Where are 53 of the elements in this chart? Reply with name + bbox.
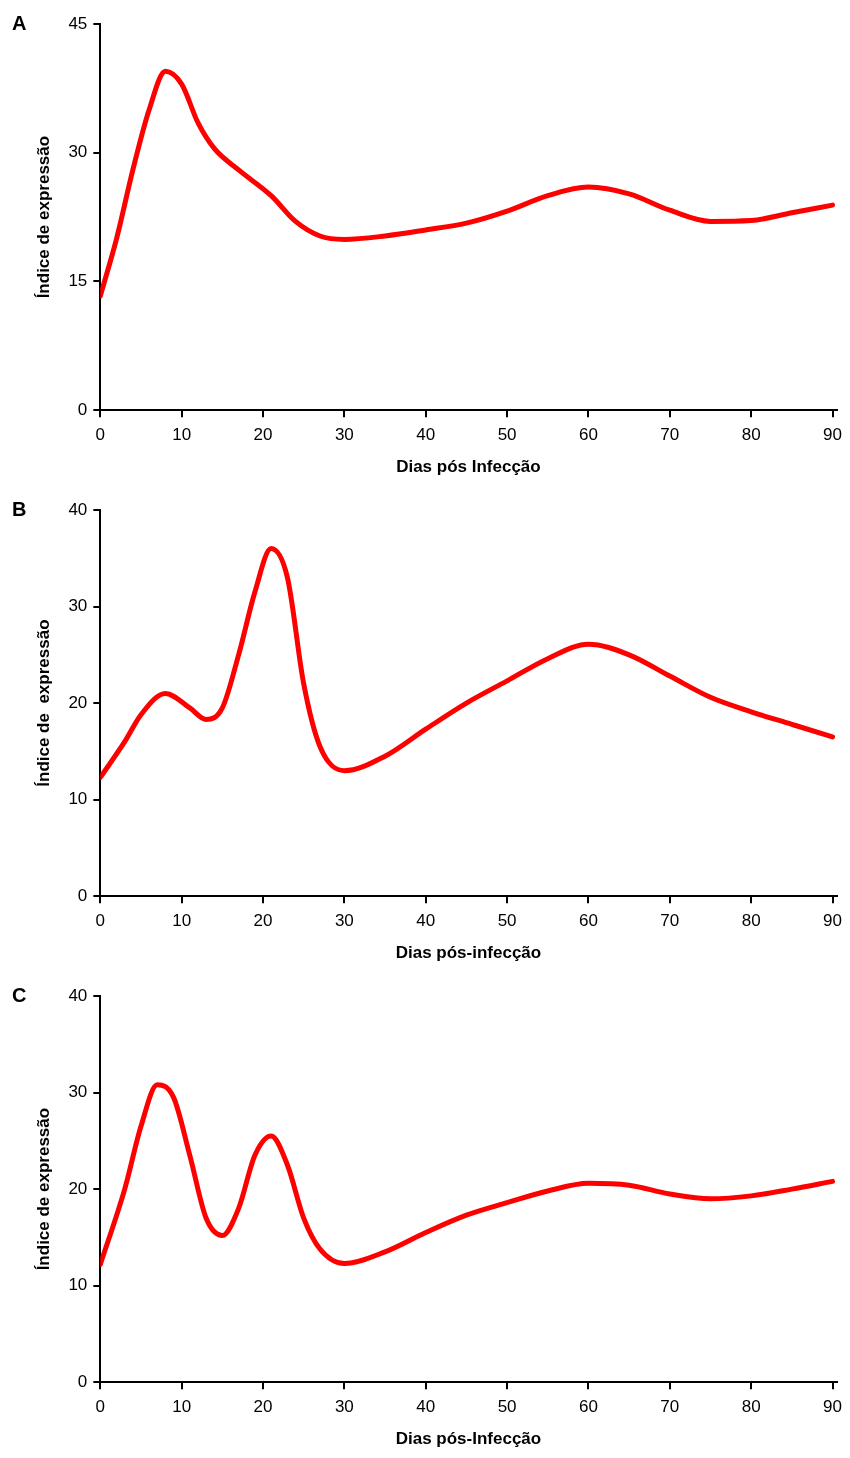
y-tick-label: 0 xyxy=(77,1371,88,1391)
x-tick-label: 40 xyxy=(416,911,436,931)
chart-title: A xyxy=(12,11,27,34)
y-tick-label: 10 xyxy=(68,789,88,809)
x-tick-label: 0 xyxy=(95,1397,106,1417)
x-tick-label: 20 xyxy=(253,425,273,445)
x-tick-label: 30 xyxy=(334,425,354,445)
x-tick-label: 0 xyxy=(95,425,106,445)
y-tick-label: 0 xyxy=(77,885,88,905)
x-tick-label: 50 xyxy=(497,425,517,445)
x-tick-label: 70 xyxy=(660,911,680,931)
y-tick-label: 0 xyxy=(77,399,88,419)
y-tick-label: 15 xyxy=(68,271,88,291)
x-tick-label: 20 xyxy=(253,911,273,931)
chart-title: C xyxy=(12,983,27,1006)
x-tick-label: 70 xyxy=(660,425,680,445)
x-tick-label: 30 xyxy=(334,1397,354,1417)
x-tick-label: 60 xyxy=(578,1397,598,1417)
x-tick-label: 50 xyxy=(497,1397,517,1417)
y-tick-label: 20 xyxy=(68,692,88,712)
x-tick-label: 80 xyxy=(741,911,761,931)
x-tick-label: 30 xyxy=(334,911,354,931)
y-tick-label: 30 xyxy=(68,142,88,162)
x-axis-title: Dias pós Infecção xyxy=(396,457,541,477)
x-tick-label: 80 xyxy=(741,425,761,445)
x-tick-label: 90 xyxy=(823,1397,842,1417)
x-tick-label: 10 xyxy=(172,1397,192,1417)
y-axis-title: Índice de expressão xyxy=(33,1107,53,1271)
x-tick-label: 60 xyxy=(578,425,598,445)
y-tick-label: 10 xyxy=(68,1275,88,1295)
x-tick-label: 40 xyxy=(416,1397,436,1417)
chart-title: B xyxy=(12,497,27,520)
x-tick-label: 90 xyxy=(823,911,842,931)
x-tick-label: 70 xyxy=(660,1397,680,1417)
x-tick-label: 80 xyxy=(741,1397,761,1417)
y-tick-label: 30 xyxy=(68,596,88,616)
x-tick-label: 0 xyxy=(95,911,106,931)
x-tick-label: 50 xyxy=(497,911,517,931)
y-axis-title: Índice de expressão xyxy=(33,135,53,299)
x-tick-label: 60 xyxy=(578,911,598,931)
y-axis-title: Índice de expressão xyxy=(33,619,53,787)
x-axis-title: Dias pós-infecção xyxy=(395,943,542,963)
x-tick-label: 10 xyxy=(172,425,192,445)
y-tick-label: 45 xyxy=(68,13,88,33)
x-tick-label: 10 xyxy=(172,911,192,931)
x-tick-label: 40 xyxy=(416,425,436,445)
y-tick-label: 40 xyxy=(68,985,88,1005)
y-tick-label: 30 xyxy=(68,1082,88,1102)
x-tick-label: 90 xyxy=(823,425,842,445)
y-tick-label: 40 xyxy=(68,499,88,519)
x-axis-title: Dias pós-Infecção xyxy=(395,1429,542,1449)
x-tick-label: 20 xyxy=(253,1397,273,1417)
y-tick-label: 20 xyxy=(68,1178,88,1198)
